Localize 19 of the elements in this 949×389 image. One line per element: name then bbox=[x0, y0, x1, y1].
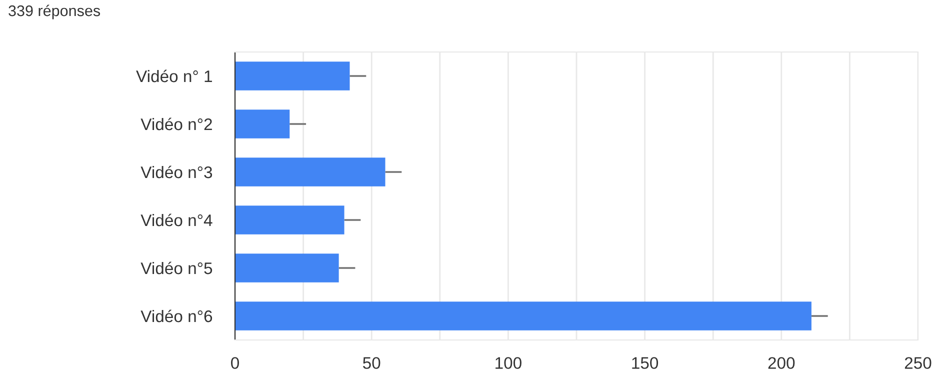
x-tick-label: 250 bbox=[904, 357, 932, 369]
y-tick-label: Vidéo n° 1 bbox=[136, 70, 212, 82]
y-tick-label: Vidéo n°6 bbox=[140, 310, 212, 322]
x-tick-label: 100 bbox=[496, 357, 522, 369]
x-tick-label: 200 bbox=[768, 357, 795, 369]
text: 339 réponses bbox=[8, 4, 100, 20]
bar bbox=[235, 302, 812, 330]
x-tick-label: 150 bbox=[632, 357, 658, 369]
bar bbox=[235, 254, 339, 282]
bar bbox=[235, 206, 344, 234]
bar bbox=[235, 62, 350, 90]
y-tick-label: Vidéo n°2 bbox=[140, 118, 212, 130]
bar bbox=[235, 110, 290, 138]
x-tick-label: 0 bbox=[231, 357, 239, 369]
y-tick-label: Vidéo n°4 bbox=[140, 214, 212, 226]
y-tick-label: Vidéo n°3 bbox=[140, 166, 212, 178]
x-tick-label: 50 bbox=[363, 357, 380, 369]
y-tick-label: Vidéo n°5 bbox=[140, 262, 212, 274]
bar bbox=[235, 158, 386, 186]
